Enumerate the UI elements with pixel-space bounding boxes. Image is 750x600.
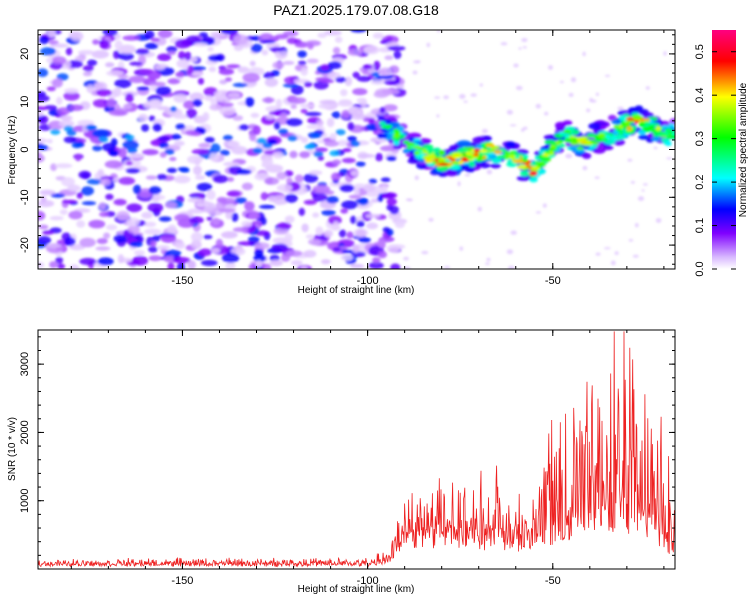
colorbar-tick-label: 0.0 [694,261,706,276]
colorbar-axis: 0.0 0.1 0.2 0.3 0.4 0.5 [694,44,736,277]
colorbar-gradient [712,30,736,269]
heatmap-image [38,30,675,269]
snr-series-line [38,331,675,568]
colorbar-tick-label: 0.2 [694,174,706,189]
y-tick-label: 0 [19,146,31,152]
y-tick-label: 10 [19,96,31,108]
y-tick-label: 2000 [19,420,31,444]
heatmap-x-axis-title: Height of straight line (km) [298,285,415,296]
snr-x-axis-title: Height of straight line (km) [298,584,415,595]
colorbar-tick-label: 0.4 [694,88,706,103]
snr-y-axis-title: SNR (10 * v/v) [7,417,18,481]
y-tick-label: -10 [19,189,31,205]
x-tick-label: -50 [545,575,561,587]
y-tick-label: -20 [19,237,31,253]
x-tick-label: -100 [357,575,379,587]
figure-title: PAZ1.2025.179.07.08.G18 [273,2,439,18]
y-tick-label: 1000 [19,488,31,512]
snr-panel: -150 -100 -50 1000 2000 3000 Height of straig… [7,329,676,595]
x-tick-label: -150 [171,575,193,587]
colorbar-tick-label: 0.3 [694,131,706,146]
snr-frame [37,329,676,570]
x-tick-label: -100 [357,275,379,287]
colorbar-tick-label: 0.1 [694,218,706,233]
colorbar-title: Normalized spectral amplitude [738,82,749,217]
colorbar: 0.0 0.1 0.2 0.3 0.4 0.5 Normalized spectral a… [694,30,749,277]
snr-axes: -150 -100 -50 1000 2000 3000 [19,330,675,587]
colorbar-tick-label: 0.5 [694,44,706,59]
x-tick-label: -150 [171,275,193,287]
x-tick-label: -50 [545,275,561,287]
heatmap-y-axis-title: Frequency (Hz) [7,116,18,185]
y-tick-label: 3000 [19,352,31,376]
y-tick-label: 20 [19,48,31,60]
